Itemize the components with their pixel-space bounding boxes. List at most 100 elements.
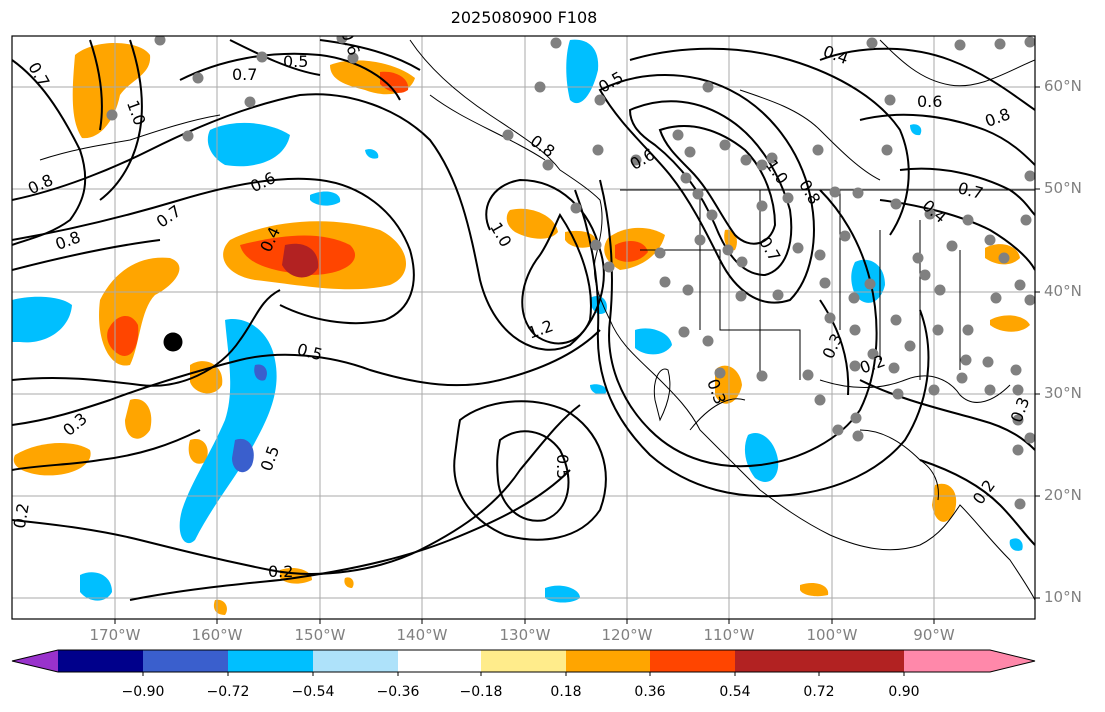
contour-label: 0.8 bbox=[25, 170, 56, 198]
colorbar-tick: 0.72 bbox=[803, 684, 835, 700]
negative-anomaly-region bbox=[80, 572, 112, 601]
negative-anomaly-region bbox=[12, 296, 72, 343]
lon-label-140w: 140°W bbox=[396, 626, 448, 644]
pacific-coastline bbox=[409, 39, 1035, 601]
contour-label: 0.2 bbox=[10, 502, 33, 530]
lat-label-10n: 10°N bbox=[1044, 588, 1082, 606]
contour-label: 0.3 bbox=[819, 331, 847, 362]
negative-anomaly-region bbox=[744, 432, 779, 482]
contour-lines bbox=[12, 39, 1035, 601]
colorbar-segment bbox=[228, 650, 313, 672]
lon-label-90w: 90°W bbox=[913, 626, 955, 644]
colorbar-segment bbox=[650, 650, 735, 672]
colorbar-segment bbox=[819, 650, 904, 672]
negative-anomaly-region bbox=[179, 319, 277, 544]
positive-anomaly-region bbox=[188, 439, 208, 464]
contour-label: 0.7 bbox=[956, 178, 986, 203]
colorbar-tick: 0.36 bbox=[634, 684, 666, 700]
lon-label-110w: 110°W bbox=[703, 626, 755, 644]
contour-label: 0.5 bbox=[257, 443, 284, 473]
colorbar-extend-low bbox=[12, 650, 58, 672]
positive-anomaly-region bbox=[190, 361, 223, 394]
negative-anomaly-region bbox=[207, 122, 290, 167]
contour-label: 0.5 bbox=[283, 52, 308, 71]
negative-anomaly-region bbox=[310, 191, 341, 206]
contour-label: 0.8 bbox=[982, 104, 1012, 131]
positive-anomaly-region bbox=[344, 577, 354, 588]
contour-label: 1.0 bbox=[123, 98, 150, 128]
colorbar-segment bbox=[58, 650, 143, 672]
map-title: 2025080900 F108 bbox=[450, 8, 598, 27]
contour-label: 0.6 bbox=[337, 28, 364, 58]
strong-positive-anomaly-region bbox=[615, 240, 648, 262]
contour-label: 0.2 bbox=[857, 351, 887, 378]
contour-label: 0.7 bbox=[24, 59, 53, 91]
negative-anomaly-region bbox=[545, 585, 580, 603]
state-borders bbox=[699, 190, 961, 380]
colorbar-tick: −0.18 bbox=[459, 684, 503, 700]
contour-label: 0.8 bbox=[795, 176, 824, 208]
negative-anomaly-region bbox=[635, 328, 672, 355]
positive-anomaly-region bbox=[125, 399, 152, 439]
colorbar-segment bbox=[143, 650, 228, 672]
baja-california bbox=[653, 368, 671, 422]
colorbar-tick: −0.36 bbox=[376, 684, 420, 700]
contour-label: 0.7 bbox=[232, 65, 257, 84]
contour-label: 0.4 bbox=[919, 196, 951, 227]
very-strong-positive-anomaly-region bbox=[282, 243, 319, 278]
lat-lon-grid bbox=[12, 36, 1035, 619]
gulf-coast bbox=[819, 375, 1011, 403]
colorbar-segment bbox=[313, 650, 398, 672]
negative-anomaly-region bbox=[365, 149, 379, 159]
alaska-panhandle bbox=[429, 94, 546, 161]
lat-label-50n: 50°N bbox=[1044, 179, 1082, 197]
map-frame bbox=[11, 35, 1036, 620]
lat-label-30n: 30°N bbox=[1044, 384, 1082, 402]
colorbar-tick: −0.54 bbox=[291, 684, 335, 700]
mexico-coast bbox=[689, 398, 746, 431]
colorbar-tick: 0.54 bbox=[719, 684, 751, 700]
lon-label-120w: 120°W bbox=[601, 626, 653, 644]
arctic-coast bbox=[879, 39, 1035, 87]
lat-label-60n: 60°N bbox=[1044, 77, 1082, 95]
colorbar-segment bbox=[735, 650, 819, 672]
contour-label: 0.6 bbox=[627, 145, 659, 174]
lon-label-160w: 160°W bbox=[191, 626, 243, 644]
storm-center-marker bbox=[163, 332, 183, 352]
colorbar bbox=[11, 649, 1036, 676]
negative-anomaly-region bbox=[566, 39, 599, 104]
lon-label-130w: 130°W bbox=[499, 626, 551, 644]
coastlines bbox=[39, 39, 1035, 601]
colorbar-tick: 0.90 bbox=[888, 684, 920, 700]
lon-label-100w: 100°W bbox=[806, 626, 858, 644]
positive-anomaly-region bbox=[990, 315, 1030, 332]
lat-label-20n: 20°N bbox=[1044, 486, 1082, 504]
contour-label: 0.6 bbox=[917, 92, 942, 111]
station-markers bbox=[106, 36, 1035, 510]
negative-anomaly-region bbox=[910, 124, 922, 136]
strong-negative-anomaly-region bbox=[254, 364, 267, 381]
lon-label-170w: 170°W bbox=[89, 626, 141, 644]
colorbar-segment bbox=[566, 650, 650, 672]
positive-anomaly-region bbox=[213, 599, 227, 615]
strong-negative-anomaly-region bbox=[232, 438, 254, 473]
positive-anomaly-region bbox=[506, 208, 558, 239]
contour-label: 0.3 bbox=[1007, 395, 1034, 425]
yucatan bbox=[859, 429, 939, 501]
negative-anomaly-region bbox=[590, 384, 607, 395]
lon-label-150w: 150°W bbox=[294, 626, 346, 644]
colorbar-tick: −0.90 bbox=[121, 684, 165, 700]
contour-label: 0.6 bbox=[247, 168, 278, 196]
contour-label: 0.8 bbox=[527, 131, 559, 161]
contour-label: 1.2 bbox=[525, 316, 555, 343]
contour-label: 0.2 bbox=[268, 562, 293, 581]
colorbar-segment bbox=[398, 650, 481, 672]
positive-anomaly-region bbox=[800, 583, 829, 597]
colorbar-tick: 0.18 bbox=[550, 684, 582, 700]
contour-label: 0.5 bbox=[553, 454, 572, 479]
contour-label: 0.5 bbox=[595, 67, 627, 96]
colorbar-segment bbox=[481, 650, 566, 672]
contour-label: 0.4 bbox=[821, 41, 851, 68]
lat-label-40n: 40°N bbox=[1044, 282, 1082, 300]
